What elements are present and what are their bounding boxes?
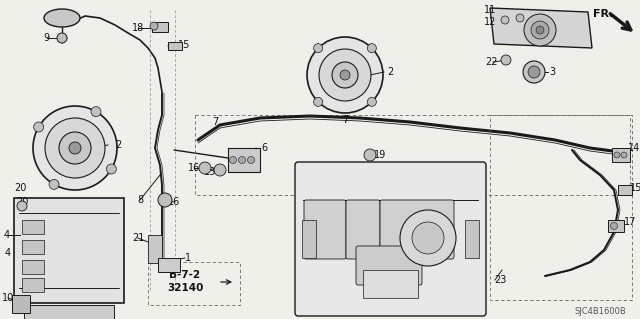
Text: 21: 21 [132,233,144,243]
Text: 14: 14 [628,143,640,153]
Text: 20: 20 [16,197,28,207]
Circle shape [57,33,67,43]
Text: 16: 16 [168,197,180,207]
Bar [22,260,44,274]
Text: 18: 18 [132,23,144,33]
Bar [12,295,30,313]
Circle shape [314,44,323,53]
Circle shape [367,44,376,53]
Circle shape [367,97,376,106]
Text: 7: 7 [212,117,218,127]
Circle shape [400,210,456,266]
Circle shape [199,162,211,174]
Text: 3: 3 [549,67,555,77]
Text: 7: 7 [342,115,348,125]
Text: 16: 16 [188,163,200,173]
Circle shape [33,106,117,190]
Circle shape [248,157,255,164]
Circle shape [230,157,237,164]
Bar [363,270,418,298]
Circle shape [319,49,371,101]
Bar [302,220,316,258]
Text: 2: 2 [115,140,121,150]
Text: 12: 12 [484,17,496,27]
Circle shape [314,97,323,106]
FancyBboxPatch shape [356,246,422,285]
Bar [228,148,260,172]
Circle shape [501,16,509,24]
Text: 2: 2 [387,67,393,77]
Circle shape [239,157,246,164]
Bar [152,22,168,32]
Text: 22: 22 [486,57,499,67]
Circle shape [340,70,350,80]
Bar [22,240,44,254]
Polygon shape [490,8,592,48]
Bar [608,220,624,232]
Text: 32140: 32140 [167,283,203,293]
Text: 8: 8 [137,195,143,205]
Text: B-7-2: B-7-2 [170,270,200,280]
Text: 10: 10 [2,293,14,303]
Circle shape [214,164,226,176]
Circle shape [516,14,524,22]
Circle shape [364,149,376,161]
Circle shape [91,107,101,117]
Ellipse shape [44,9,80,27]
Circle shape [59,132,91,164]
Text: 9: 9 [43,33,49,43]
Text: 15: 15 [630,183,640,193]
Bar [168,42,182,50]
Circle shape [536,26,544,34]
Circle shape [501,55,511,65]
Bar [612,148,630,162]
Text: 5: 5 [49,10,55,20]
Circle shape [528,66,540,78]
Text: 13: 13 [204,167,216,177]
Circle shape [621,152,627,158]
Circle shape [158,193,172,207]
Circle shape [523,61,545,83]
Circle shape [412,222,444,254]
Bar [14,198,124,303]
Bar [22,220,44,234]
Text: 17: 17 [624,217,636,227]
Circle shape [524,14,556,46]
Text: 6: 6 [261,143,267,153]
Circle shape [307,37,383,113]
Text: 19: 19 [374,150,386,160]
Text: 4: 4 [4,230,10,240]
Bar [24,305,114,319]
FancyBboxPatch shape [380,200,454,259]
Bar [148,235,162,263]
Text: SJC4B1600B: SJC4B1600B [574,308,626,316]
Circle shape [49,179,59,189]
Text: 11: 11 [484,5,496,15]
Circle shape [106,164,116,174]
FancyBboxPatch shape [304,200,346,259]
Bar [158,258,180,272]
Text: 15: 15 [178,40,190,50]
Circle shape [150,22,158,30]
Text: 20: 20 [14,183,26,193]
FancyBboxPatch shape [346,200,380,259]
Bar [618,185,632,195]
Circle shape [611,222,618,229]
Circle shape [17,201,27,211]
Bar [22,278,44,292]
Text: 23: 23 [494,275,506,285]
Text: 4: 4 [5,248,11,258]
FancyBboxPatch shape [295,162,486,316]
Circle shape [34,122,44,132]
Circle shape [45,118,105,178]
Circle shape [614,152,620,158]
Text: FR.: FR. [593,9,613,19]
Circle shape [531,21,549,39]
Circle shape [69,142,81,154]
Bar [465,220,479,258]
Text: 1: 1 [185,253,191,263]
Circle shape [332,62,358,88]
